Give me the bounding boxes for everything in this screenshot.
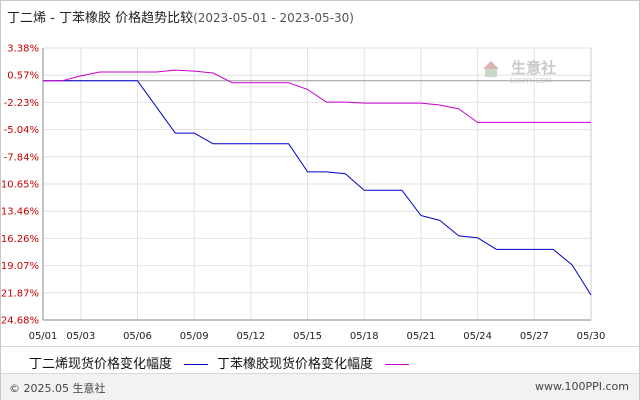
x-tick-label: 05/27: [520, 331, 549, 342]
x-tick-label: 05/03: [66, 331, 95, 342]
chart-title-text: 丁二烯 - 丁苯橡胶 价格趋势比较: [7, 11, 194, 26]
legend-label-butadiene: 丁二烯现货价格变化幅度: [29, 357, 173, 372]
y-tick-label: -16.26%: [1, 234, 39, 245]
y-tick-label: -21.87%: [1, 288, 39, 299]
chart-date-range: (2023-05-01 - 2023-05-30): [193, 11, 354, 25]
tick-labels: 3.38% 0.57% -2.23% -5.04% -7.84% -10.65% -13.4…: [1, 44, 605, 343]
legend: 丁二烯现货价格变化幅度 丁苯橡胶现货价格变化幅度: [1, 346, 639, 373]
line-chart: 生意社 100PPI.COM 3.38%0.57%-2.23%-5.04%-7.…: [1, 44, 605, 343]
footer-copyright: © 2025.05 生意社: [9, 382, 106, 395]
series-line-sbr: [43, 69, 591, 123]
x-tick-label: 05/21: [407, 331, 436, 342]
axes: [42, 48, 592, 321]
grid-lines: [42, 47, 592, 321]
footer: © 2025.05 生意社 www.100PPI.com: [1, 373, 639, 400]
x-tick-label: 05/15: [293, 331, 322, 342]
y-tick-label: -24.68%: [1, 316, 39, 327]
y-tick-label: -5.04%: [4, 125, 39, 136]
chart-title: 丁二烯 - 丁苯橡胶 价格趋势比较(2023-05-01 - 2023-05-3…: [7, 7, 354, 26]
x-tick-label: 05/09: [180, 331, 209, 342]
y-tick-label: 0.57%: [7, 71, 39, 82]
legend-item-butadiene: 丁二烯现货价格变化幅度: [29, 353, 209, 372]
y-tick-label: -13.46%: [1, 207, 39, 218]
x-tick-label: 05/30: [577, 331, 606, 342]
watermark-logo-icon: [483, 61, 499, 77]
series-lines: [43, 69, 592, 296]
y-tick-label: -19.07%: [1, 261, 39, 272]
watermark-name: 生意社: [511, 59, 556, 77]
x-tick-label: 05/18: [350, 331, 379, 342]
series-line-butadiene: [43, 80, 592, 296]
legend-swatch-sbr: [385, 364, 410, 365]
y-tick-label: -10.65%: [1, 180, 39, 191]
y-tick-label: -7.84%: [4, 152, 39, 163]
x-tick-label: 05/24: [463, 331, 492, 342]
legend-swatch-butadiene: [184, 364, 209, 365]
x-tick-label: 05/06: [123, 331, 152, 342]
y-tick-label: 3.38%: [7, 44, 39, 55]
x-tick-label: 05/12: [236, 331, 265, 342]
footer-site-link[interactable]: www.100PPI.com: [535, 380, 629, 393]
legend-item-sbr: 丁苯橡胶现货价格变化幅度: [217, 353, 410, 372]
y-tick-label: -2.23%: [4, 98, 39, 109]
legend-label-sbr: 丁苯橡胶现货价格变化幅度: [217, 357, 374, 372]
x-tick-label: 05/01: [29, 331, 58, 342]
